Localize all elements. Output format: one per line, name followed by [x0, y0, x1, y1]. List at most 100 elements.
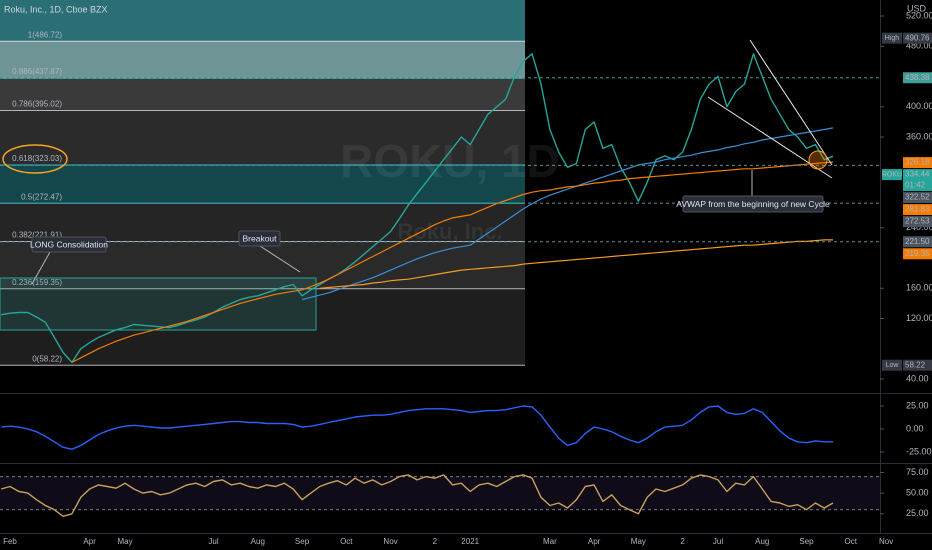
trend-line — [707, 96, 833, 179]
x-tick-label: Apr — [588, 537, 601, 546]
price-label: 221.50 — [905, 237, 930, 246]
price-tag: Low — [886, 362, 900, 369]
y-tick-label: 400.00 — [906, 101, 932, 111]
fib-label: 0.786(395.02) — [12, 100, 62, 109]
price-tag-box — [882, 169, 902, 181]
annotation: Breakout — [242, 233, 277, 243]
fib-zone — [0, 110, 525, 165]
annotation-box — [31, 236, 107, 253]
y-tick-label: 0.00 — [906, 423, 924, 433]
series-line — [1, 474, 834, 517]
axes: 520.00480.00400.00360.00240.00160.00120.… — [3, 10, 932, 546]
price-label: 219.35 — [905, 249, 930, 258]
y-tick-label: 120.00 — [906, 313, 932, 323]
y-tick-label: 160.00 — [906, 283, 932, 293]
x-tick-label: Oct — [340, 537, 353, 546]
price-label: 272.53 — [905, 217, 930, 226]
y-tick-label: 25.00 — [906, 508, 929, 518]
fib-label: 0.5(272.47) — [21, 192, 62, 201]
y-tick-label: 360.00 — [906, 131, 932, 141]
fib-label: 0.382(221.91) — [12, 231, 62, 240]
price-label: 281.83 — [905, 205, 930, 214]
x-tick-label: 2 — [680, 537, 685, 546]
fib-label: 0(58.22) — [32, 354, 62, 363]
price-label: 322.52 — [905, 193, 930, 202]
annotation-pointer — [259, 245, 301, 273]
fib-zone — [0, 78, 525, 111]
price-countdown: 01:42 — [905, 181, 926, 190]
price-label-box — [903, 72, 932, 84]
y-tick-label: 50.00 — [906, 487, 929, 497]
fib-label: 0.618(323.03) — [12, 154, 62, 163]
watermark-sub: Roku, Inc. — [397, 219, 502, 244]
price-label: 326.18 — [905, 158, 930, 167]
price-label-box — [903, 157, 932, 169]
annotation: LONG Consolidation — [30, 239, 108, 249]
price-tag-box — [882, 359, 902, 371]
y-tick-label: 240.00 — [906, 222, 932, 232]
watermark: ROKU, 1D — [340, 135, 560, 187]
price-label: 438.38 — [905, 73, 930, 82]
x-tick-label: Jul — [713, 537, 723, 546]
price-label: 490.76 — [905, 33, 930, 42]
price-label-box — [903, 204, 932, 216]
y-tick-label: -25.00 — [906, 446, 932, 456]
x-tick-label: Jul — [208, 537, 218, 546]
x-tick-label: Feb — [3, 537, 17, 546]
price-label-box — [903, 32, 932, 44]
highlight-ellipse — [2, 144, 68, 174]
price-tag: ROKU — [882, 171, 902, 178]
price-label: 334.44 — [905, 170, 930, 179]
fib-label: 1(486.72) — [28, 30, 63, 39]
x-tick-label: Nov — [879, 537, 893, 546]
y-tick-label: 480.00 — [906, 41, 932, 51]
y-tick-label: 25.00 — [906, 400, 929, 410]
price-label-box — [903, 169, 932, 192]
series-line — [301, 127, 834, 301]
fib-zone — [0, 0, 525, 42]
currency: USD — [907, 3, 927, 13]
x-tick-label: Sep — [799, 537, 814, 546]
consolidation-box — [0, 277, 317, 331]
price-label-box — [903, 192, 932, 204]
price-label-box — [903, 236, 932, 248]
y-tick-label: 75.00 — [906, 467, 929, 477]
x-tick-label: Sep — [295, 537, 310, 546]
price-label-box — [903, 216, 932, 228]
annotation: AVWAP from the beginning of new Cycle — [676, 199, 830, 209]
series-line — [1, 405, 833, 450]
indicator-panels — [0, 405, 880, 517]
y-tick-label: 40.00 — [906, 373, 929, 383]
x-tick-label: 2 — [433, 537, 438, 546]
y-tick-label: 520.00 — [906, 10, 932, 20]
price-label-box — [903, 248, 932, 260]
price-tag-box — [882, 32, 902, 44]
chart-title: Roku, Inc., 1D, Cboe BZX — [4, 4, 108, 14]
series-line — [71, 161, 834, 363]
x-tick-label: Oct — [845, 537, 858, 546]
fib-zones: 1(486.72) 0.886(437.87) 0.786(395.02) 0.618… — [0, 0, 525, 366]
fib-zone — [0, 41, 525, 79]
annotation-box — [238, 230, 281, 247]
x-tick-label: Nov — [383, 537, 397, 546]
price-label-box — [903, 359, 932, 371]
price-tag: High — [885, 35, 900, 42]
rsi-band — [0, 476, 880, 510]
x-tick-label: Apr — [83, 537, 96, 546]
x-tick-label: Mar — [543, 537, 557, 546]
highlight-circle — [808, 150, 828, 170]
annotation-pointer — [31, 251, 51, 285]
x-tick-label: Aug — [755, 537, 769, 546]
series-line — [1, 53, 834, 364]
x-tick-label: May — [631, 537, 646, 546]
series-line — [319, 239, 833, 289]
x-tick-label: 2021 — [461, 537, 479, 546]
fib-zone — [0, 164, 525, 204]
x-tick-label: May — [117, 537, 132, 546]
x-tick-label: Aug — [251, 537, 265, 546]
fib-zone — [0, 288, 525, 366]
fib-label: 0.236(159.35) — [12, 278, 62, 287]
price-label: 58.22 — [905, 360, 926, 369]
